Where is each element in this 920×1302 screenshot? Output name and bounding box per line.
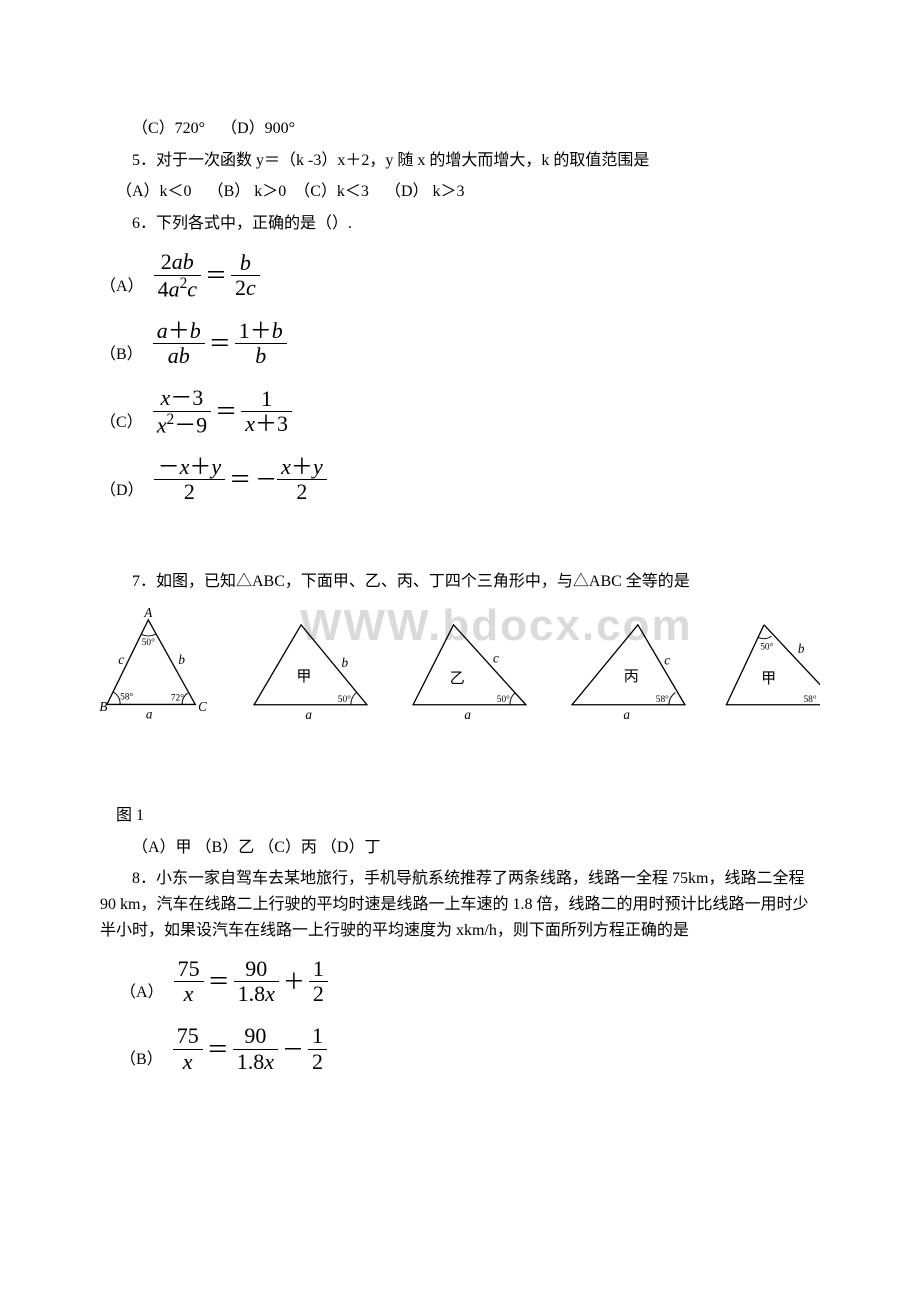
triangle-abc: A B C c b a 50° 58° 72°: [90, 602, 222, 727]
q6-b-label: （B）: [100, 342, 143, 368]
q5-option-c: （C）k＜3: [294, 183, 369, 200]
triangle-yi: 乙 c a 50°: [399, 612, 540, 727]
q8-b-label: （B）: [120, 1047, 163, 1073]
svg-text:B: B: [99, 699, 107, 714]
q8-option-b: （B） 75x ＝ 901.8x － 12: [120, 1024, 820, 1073]
triangle-jia: 甲 b a 50°: [240, 612, 381, 727]
q6-option-c: （C） x－3 x2－9 ＝ 1 x＋3: [100, 386, 820, 437]
q6-b-left-frac: a＋b ab: [153, 319, 205, 368]
svg-text:50°: 50°: [142, 637, 155, 648]
q6-c-label: （C）: [100, 410, 143, 436]
q5-option-d: （D） k＞3: [385, 183, 465, 200]
svg-text:58°: 58°: [803, 694, 816, 705]
svg-text:甲: 甲: [761, 671, 776, 687]
q6-a-label: （A）: [100, 274, 144, 300]
svg-text:乙: 乙: [449, 671, 464, 687]
q8-text: 8．小东一家自驾车去某地旅行，手机导航系统推荐了两条线路，线路一全程 75km，…: [100, 866, 820, 943]
q6-d-right-frac: x＋y 2: [277, 455, 327, 504]
svg-text:丙: 丙: [623, 669, 638, 685]
q6-b-right-frac: 1＋b b: [235, 319, 287, 368]
q6-a-left-frac: 2ab 4a2c: [154, 250, 201, 301]
svg-text:50°: 50°: [337, 694, 350, 705]
svg-text:a: a: [305, 707, 312, 722]
svg-text:b: b: [797, 641, 804, 656]
q6-c-right-frac: 1 x＋3: [241, 387, 292, 436]
svg-text:c: c: [118, 652, 124, 667]
svg-text:A: A: [143, 605, 153, 620]
q6-d-label: （D）: [100, 478, 144, 504]
q6-option-a: （A） 2ab 4a2c ＝ b 2c: [100, 250, 820, 301]
q6-text: 6．下列各式中，正确的是（）.: [100, 211, 820, 237]
page-content: （C）720° （D）900° 5．对于一次函数 y＝（k -3）x＋2，y 随…: [0, 0, 920, 1152]
svg-text:50°: 50°: [760, 641, 773, 652]
q6-c-left-frac: x－3 x2－9: [153, 386, 211, 437]
triangle-right-cut: 甲 b 50° 58°: [717, 612, 820, 727]
q7-caption: 图 1: [100, 803, 820, 829]
svg-text:50°: 50°: [496, 694, 509, 705]
svg-text:58°: 58°: [655, 694, 668, 705]
q5-options: （A）k＜0 （B） k＞0 （C）k＜3 （D） k＞3: [100, 179, 820, 205]
svg-text:b: b: [341, 655, 348, 670]
svg-text:a: a: [464, 707, 471, 722]
q4-option-c: （C）720°: [132, 120, 205, 137]
q8-a-label: （A）: [120, 980, 164, 1006]
q5-option-b: （B） k＞0: [208, 183, 287, 200]
q6-option-b: （B） a＋b ab ＝ 1＋b b: [100, 319, 820, 368]
q4-options-cd: （C）720° （D）900°: [100, 116, 820, 142]
svg-text:C: C: [198, 699, 207, 714]
svg-text:a: a: [146, 707, 153, 722]
q8-option-a: （A） 75x ＝ 901.8x ＋ 12: [120, 957, 820, 1006]
q6-option-d: （D） －x＋y 2 ＝ － x＋y 2: [100, 455, 820, 504]
q5-option-a: （A）k＜0: [116, 183, 192, 200]
svg-text:b: b: [178, 652, 185, 667]
q7-options: （A）甲 （B）乙 （C）丙 （D）丁: [100, 835, 820, 861]
q7-text: 7．如图，已知△ABC，下面甲、乙、丙、丁四个三角形中，与△ABC 全等的是: [100, 569, 820, 595]
svg-text:a: a: [623, 707, 630, 722]
q7-figure-row: A B C c b a 50° 58° 72° 甲 b a 50° 乙 c: [90, 602, 820, 727]
q5-text: 5．对于一次函数 y＝（k -3）x＋2，y 随 x 的增大而增大，k 的取值范…: [100, 148, 820, 174]
q6-a-right-frac: b 2c: [231, 251, 260, 300]
svg-text:c: c: [493, 651, 499, 666]
triangle-bing: 丙 c a 58°: [558, 612, 699, 727]
svg-text:c: c: [664, 652, 670, 667]
svg-text:甲: 甲: [296, 669, 311, 685]
svg-text:58°: 58°: [120, 692, 133, 703]
svg-text:72°: 72°: [171, 693, 184, 704]
q6-d-left-frac: －x＋y 2: [154, 455, 226, 504]
q4-option-d: （D）900°: [221, 120, 295, 137]
